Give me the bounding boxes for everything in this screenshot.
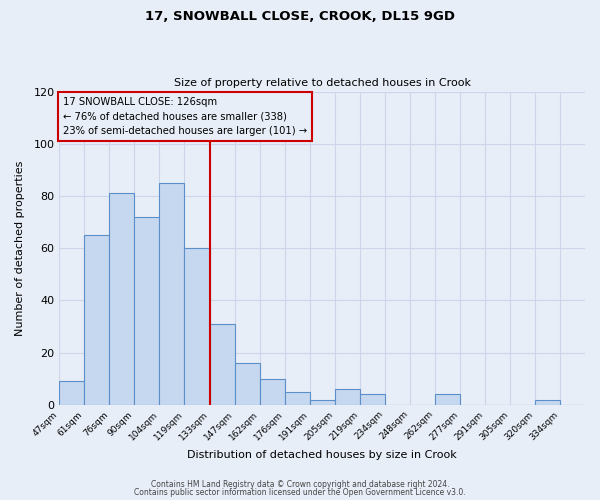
Text: Contains public sector information licensed under the Open Government Licence v3: Contains public sector information licen… bbox=[134, 488, 466, 497]
Bar bbox=[260, 378, 284, 404]
Bar bbox=[435, 394, 460, 404]
Bar bbox=[235, 363, 260, 405]
Title: Size of property relative to detached houses in Crook: Size of property relative to detached ho… bbox=[173, 78, 470, 88]
X-axis label: Distribution of detached houses by size in Crook: Distribution of detached houses by size … bbox=[187, 450, 457, 460]
Text: Contains HM Land Registry data © Crown copyright and database right 2024.: Contains HM Land Registry data © Crown c… bbox=[151, 480, 449, 489]
Text: 17, SNOWBALL CLOSE, CROOK, DL15 9GD: 17, SNOWBALL CLOSE, CROOK, DL15 9GD bbox=[145, 10, 455, 23]
Bar bbox=[310, 400, 335, 404]
Bar bbox=[109, 194, 134, 404]
Bar bbox=[335, 389, 360, 404]
Bar bbox=[59, 381, 85, 404]
Bar bbox=[209, 324, 235, 404]
Bar bbox=[134, 217, 160, 404]
Bar bbox=[160, 183, 184, 404]
Bar bbox=[284, 392, 310, 404]
Bar bbox=[535, 400, 560, 404]
Y-axis label: Number of detached properties: Number of detached properties bbox=[15, 160, 25, 336]
Bar bbox=[85, 235, 109, 404]
Bar bbox=[184, 248, 209, 404]
Bar bbox=[360, 394, 385, 404]
Text: 17 SNOWBALL CLOSE: 126sqm
← 76% of detached houses are smaller (338)
23% of semi: 17 SNOWBALL CLOSE: 126sqm ← 76% of detac… bbox=[63, 97, 307, 136]
